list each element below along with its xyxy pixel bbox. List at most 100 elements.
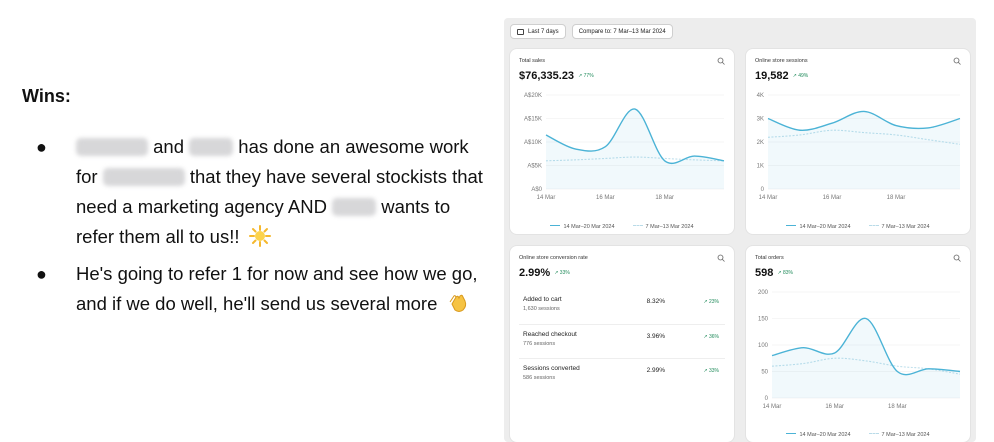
y-tick-label: 50 [761, 370, 768, 376]
chart-legend: 14 Mar–20 Mar 2024 7 Mar–13 Mar 2024 [746, 224, 970, 230]
series-line-previous [545, 156, 725, 162]
magnify-chart-icon[interactable] [717, 254, 725, 262]
redacted-name [189, 138, 234, 156]
chart-legend: 14 Mar–20 Mar 2024 7 Mar–13 Mar 2024 [746, 432, 970, 438]
magnify-chart-icon[interactable] [717, 57, 725, 65]
series-line-previous [767, 129, 961, 145]
card-title: Total orders [755, 255, 784, 261]
funnel-row: Sessions converted 586 sessions 2.99% ↗ … [519, 358, 725, 388]
delta-badge: ↗ 77% [578, 73, 594, 79]
magnify-chart-icon[interactable] [953, 254, 961, 262]
slide-text-panel: Wins: ● and has done an awesome work for… [22, 86, 486, 326]
y-tick-label: 0 [761, 187, 765, 193]
sun-emoji-icon [248, 225, 271, 256]
funnel-sessions: 776 sessions [523, 341, 556, 347]
online-store-sessions-card[interactable]: Online store sessions 19,582 ↗ 49% 4K 3K 2K… [746, 49, 970, 234]
card-value-text: 598 [755, 267, 774, 279]
legend-current: 14 Mar–20 Mar 2024 [786, 432, 851, 438]
compare-label: Compare to: 7 Mar–13 Mar 2024 [578, 28, 666, 35]
conversion-rate-card[interactable]: Online store conversion rate 2.99% ↗ 33% … [510, 246, 734, 442]
card-title: Online store conversion rate [519, 255, 588, 261]
series-area [546, 108, 724, 189]
y-tick-label: A$20K [524, 93, 542, 99]
compare-button[interactable]: Compare to: 7 Mar–13 Mar 2024 [571, 24, 673, 39]
y-tick-label: A$5K [527, 164, 542, 170]
y-tick-label: 100 [758, 343, 769, 349]
redacted-name [332, 198, 377, 216]
magnify-chart-icon[interactable] [953, 57, 961, 65]
analytics-dashboard-screenshot: Last 7 days Compare to: 7 Mar–13 Mar 202… [504, 18, 976, 442]
card-value-text: $76,335.23 [519, 70, 575, 82]
bullet-text: and [153, 136, 185, 157]
calendar-icon [517, 28, 524, 35]
legend-previous: 7 Mar–13 Mar 2024 [868, 432, 930, 438]
delta-badge: ↗ 33% [703, 368, 719, 374]
x-tick-label: 18 Mar [655, 195, 674, 201]
card-value: 19,582 ↗ 49% [755, 70, 808, 82]
series-area [768, 111, 960, 189]
total-sales-card[interactable]: Total sales $76,335.23 ↗ 77% A$20K A$15K A$… [510, 49, 734, 234]
legend-current: 14 Mar–20 Mar 2024 [550, 224, 615, 230]
y-tick-label: 0 [765, 396, 769, 402]
delta-badge: ↗ 36% [703, 334, 719, 340]
y-tick-label: 2K [757, 140, 764, 146]
delta-badge: ↗ 83% [777, 270, 793, 276]
funnel-sessions: 1,630 sessions [523, 306, 560, 312]
series-line-current [545, 108, 725, 165]
bullet-text: wants to refer them all to us!! [76, 196, 451, 247]
funnel-sessions: 586 sessions [523, 375, 556, 381]
y-tick-label: 4K [757, 93, 764, 99]
funnel-row: Reached checkout 776 sessions 3.96% ↗ 36… [519, 324, 725, 354]
wins-list: ● and has done an awesome work for that … [36, 132, 486, 326]
card-value: $76,335.23 ↗ 77% [519, 70, 594, 82]
series-area [772, 318, 960, 398]
series-line-current [767, 110, 961, 132]
funnel-label: Added to cart [523, 296, 562, 303]
card-title: Online store sessions [755, 58, 808, 64]
clapping-hands-emoji-icon [447, 292, 469, 323]
x-tick-label: 18 Mar [887, 195, 906, 201]
legend-previous: 7 Mar–13 Mar 2024 [868, 224, 930, 230]
wins-heading: Wins: [22, 86, 71, 106]
wins-bullet-2: ● He's going to refer 1 for now and see … [36, 259, 486, 323]
sessions-line-chart: 4K 3K 2K 1K 0 14 Mar 16 Mar 18 Mar [757, 93, 961, 201]
delta-badge: ↗ 23% [703, 299, 719, 305]
delta-badge: ↗ 33% [554, 270, 570, 276]
funnel-percent: 3.96% [646, 333, 665, 340]
bullet-dot: ● [36, 264, 47, 284]
filter-bar: Last 7 days Compare to: 7 Mar–13 Mar 202… [510, 24, 673, 40]
funnel-percent: 2.99% [646, 367, 665, 374]
wins-bullet-1: ● and has done an awesome work for that … [36, 132, 486, 256]
y-tick-label: A$10K [524, 140, 542, 146]
y-tick-label: A$15K [524, 117, 542, 123]
funnel-label: Reached checkout [523, 331, 577, 338]
orders-line-chart: 200 150 100 50 0 14 Mar 16 Mar 18 Mar [758, 290, 961, 410]
legend-current: 14 Mar–20 Mar 2024 [786, 224, 851, 230]
y-tick-label: A$0 [531, 187, 542, 193]
bullet-text: that they have several stockists that ne… [76, 166, 483, 217]
date-range-button[interactable]: Last 7 days [510, 24, 566, 39]
legend-previous: 7 Mar–13 Mar 2024 [632, 224, 694, 230]
date-range-label: Last 7 days [528, 28, 559, 35]
bullet-text: has done an awesome work for [76, 136, 469, 187]
funnel-percent: 8.32% [646, 298, 665, 305]
sales-line-chart: A$20K A$15K A$10K A$5K A$0 14 Mar 16 Mar 18 Mar [524, 93, 725, 201]
x-tick-label: 16 Mar [823, 195, 842, 201]
x-tick-label: 14 Mar [759, 195, 778, 201]
chart-legend: 14 Mar–20 Mar 2024 7 Mar–13 Mar 2024 [510, 224, 734, 230]
x-tick-label: 16 Mar [825, 404, 844, 410]
y-tick-label: 1K [757, 164, 764, 170]
x-tick-label: 14 Mar [537, 195, 556, 201]
y-tick-label: 200 [758, 290, 769, 296]
bullet-text: He's going to refer 1 for now and see ho… [76, 263, 478, 314]
total-orders-card[interactable]: Total orders 598 ↗ 83% 200 150 100 50 0 14 Mar… [746, 246, 970, 442]
bullet-dot: ● [36, 137, 47, 157]
card-value-text: 19,582 [755, 70, 789, 82]
funnel-row: Added to cart 1,630 sessions 8.32% ↗ 23% [519, 290, 725, 320]
card-value: 598 ↗ 83% [755, 267, 793, 279]
card-value: 2.99% ↗ 33% [519, 267, 570, 279]
x-tick-label: 18 Mar [888, 404, 907, 410]
delta-badge: ↗ 49% [792, 73, 809, 79]
card-title: Total sales [519, 58, 545, 64]
y-tick-label: 3K [757, 117, 764, 123]
